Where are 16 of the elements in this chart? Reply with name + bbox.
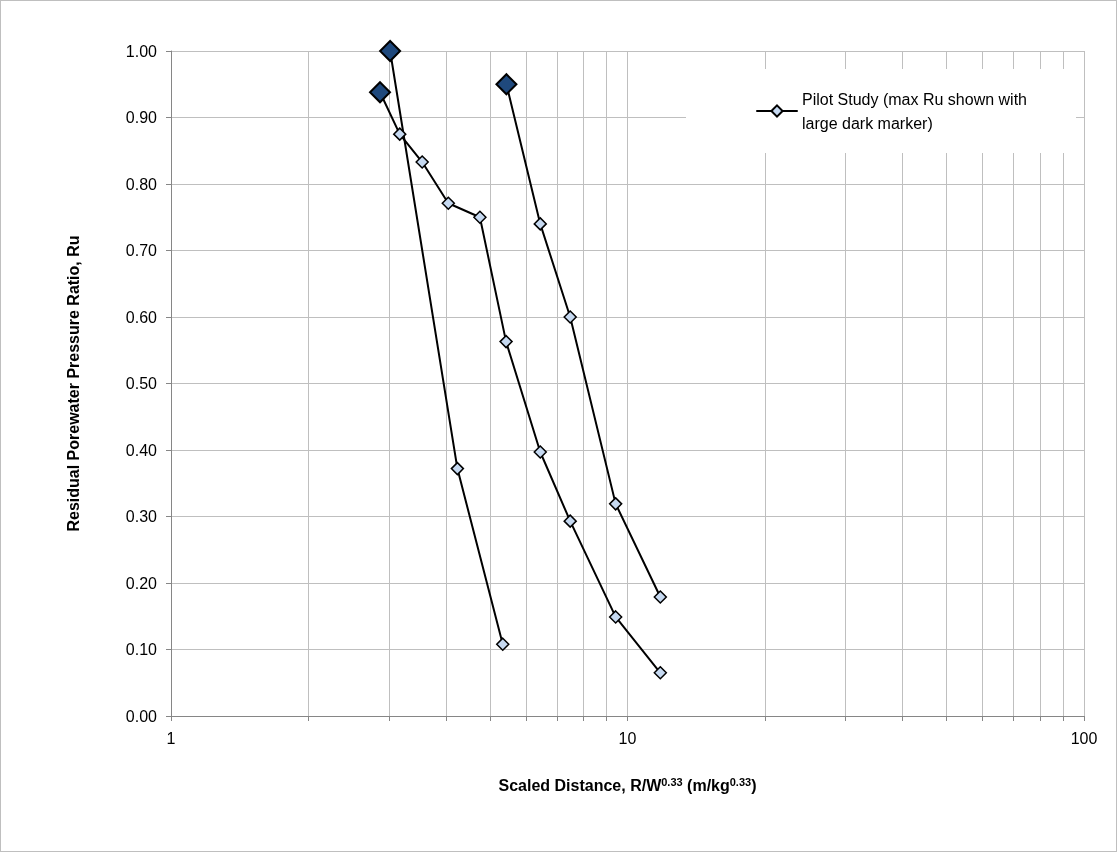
legend-label: Pilot Study (max Ru shown with large dark marker): [802, 90, 1032, 132]
y-axis-title: Residual Porewater Pressure Ratio, Ru: [64, 235, 82, 532]
y-tick-label: 0.40: [125, 441, 158, 459]
y-tick-label: 0.80: [125, 175, 158, 193]
y-tick-label: 1.00: [125, 42, 158, 60]
y-tick-label: 0.00: [125, 707, 158, 725]
y-tick-label: 0.70: [125, 242, 158, 259]
y-tick-label: 0.60: [125, 308, 158, 326]
y-tick-label: 0.50: [125, 375, 158, 392]
x-tick-label: 100: [1070, 729, 1098, 747]
y-tick-label: 0.10: [125, 641, 158, 658]
x-tick-label: 1: [166, 729, 176, 747]
x-tick-label: 10: [618, 729, 637, 747]
y-tick-label: 0.90: [125, 109, 158, 126]
y-tick-label: 0.20: [125, 574, 158, 592]
y-tick-label: 0.30: [125, 508, 158, 525]
